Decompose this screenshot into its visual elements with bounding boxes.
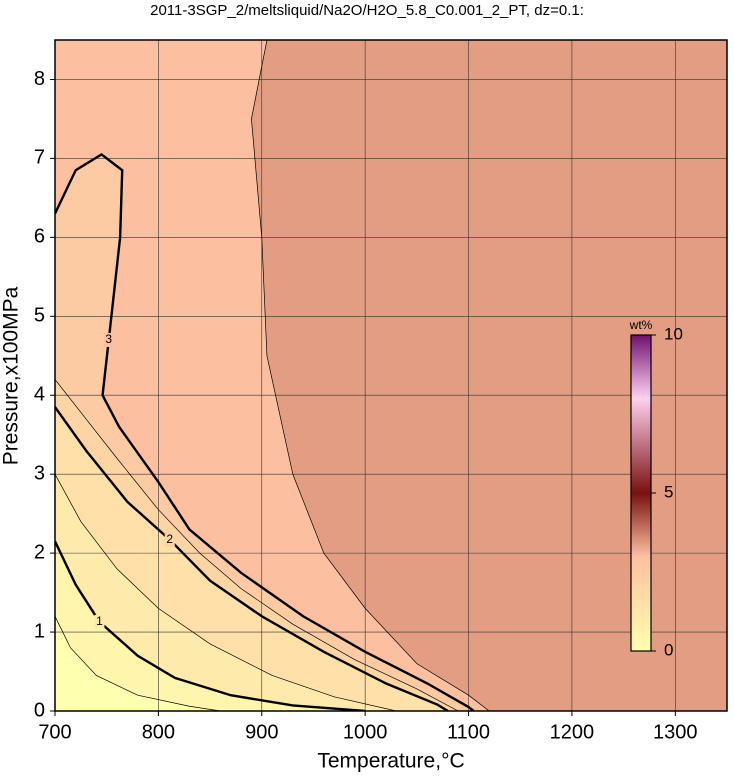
contour-line — [55, 406, 449, 711]
chart-title: 2011-3SGP_2/meltsliquid/Na2O/H2O_5.8_C0.… — [150, 2, 584, 19]
y-tick-label: 5 — [34, 305, 45, 327]
y-tick-label: 2 — [34, 541, 45, 563]
contour-line — [55, 616, 221, 711]
x-tick-label: 1200 — [550, 721, 595, 743]
overlay: 700 800 900 1000 1100 1200 1300 0 1 2 3 4 5 6 7 8 wt% 0 5 1… — [34, 39, 728, 743]
contour-label-bg — [164, 532, 175, 547]
contour-label: 3 — [105, 332, 112, 346]
x-tick-label: 700 — [38, 721, 71, 743]
y-axis-label: Pressure,x100MPa — [0, 286, 23, 465]
y-tick-label: 7 — [34, 147, 45, 169]
contour-line — [55, 153, 475, 711]
x-tick-label: 1100 — [447, 721, 490, 743]
y-tick-label: 3 — [34, 462, 45, 484]
colorbar-label: wt% — [629, 318, 653, 332]
x-tick-label: 1300 — [653, 721, 698, 743]
contour-fill — [55, 541, 366, 711]
y-tick-label: 1 — [34, 620, 45, 642]
contour-label-bg — [103, 332, 114, 347]
plot-area: 3 2 1 — [55, 40, 727, 711]
y-tick-label: 8 — [34, 68, 45, 90]
x-tick-label: 900 — [245, 721, 278, 743]
colorbar-tick-label: 5 — [664, 482, 673, 501]
x-tick-label: 1000 — [343, 721, 388, 743]
contour-label-bg — [94, 614, 105, 629]
contour-label: 1 — [96, 614, 103, 628]
contour-line — [55, 474, 397, 711]
colorbar-tick-label: 0 — [664, 640, 673, 659]
contour-label: 2 — [166, 532, 173, 546]
y-tick-label: 4 — [34, 384, 45, 406]
y-tick-label: 6 — [34, 226, 45, 248]
colorbar — [630, 334, 652, 652]
x-axis-label: Temperature,°C — [317, 750, 464, 773]
y-tick-label: 0 — [34, 699, 45, 721]
contour-line — [55, 540, 366, 711]
contour-line — [251, 40, 490, 711]
colorbar-tick-label: 10 — [664, 324, 683, 343]
contour-fill — [55, 474, 397, 711]
contour-fill — [55, 616, 221, 711]
contour-line — [55, 379, 459, 711]
plot-frame — [54, 39, 728, 712]
x-tick-label: 800 — [142, 721, 175, 743]
